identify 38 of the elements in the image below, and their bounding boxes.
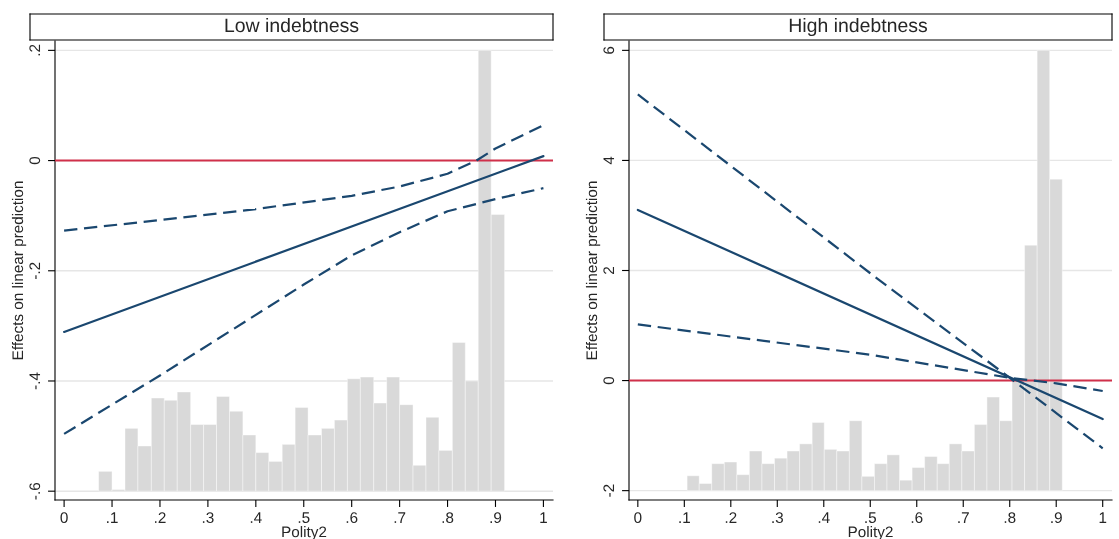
y-tick-label: .2 [29, 44, 41, 56]
x-tick-label: .3 [772, 512, 783, 524]
y-tick-label: 4 [603, 156, 615, 165]
x-tick-label: .8 [1004, 512, 1016, 524]
x-tick-label: 1 [540, 512, 547, 523]
x-tick-label: 0 [60, 512, 68, 524]
x-tick-label: .8 [442, 512, 454, 524]
y-tick-label: 6 [603, 46, 615, 54]
line-series [63, 187, 545, 435]
y-tick-label: 2 [603, 267, 615, 274]
x-tick-label: .7 [958, 512, 969, 523]
x-tick-label: .2 [154, 512, 166, 523]
y-axis-title: Effects on linear prediction [585, 181, 601, 360]
y-tick-label: -.2 [29, 262, 41, 280]
x-tick-label: .1 [107, 512, 118, 523]
x-tick-label: .7 [394, 512, 406, 523]
y-tick-label: -.4 [29, 372, 41, 390]
x-tick-label: .6 [911, 512, 923, 524]
chart-title: High indebtness [789, 17, 928, 37]
x-tick-label: .5 [865, 512, 876, 524]
x-tick-label: .3 [202, 512, 214, 524]
y-tick-label: -2 [603, 484, 615, 497]
x-tick-label: .1 [679, 512, 690, 523]
x-tick-label: .5 [298, 512, 310, 524]
x-tick-label: .4 [818, 512, 830, 523]
x-tick-label: .9 [1051, 512, 1062, 524]
y-axis-title: Effects on linear prediction [11, 181, 27, 360]
x-tick-label: .2 [725, 512, 737, 523]
x-tick-label: .4 [250, 512, 262, 523]
x-tick-label: 0 [634, 512, 642, 524]
y-tick-label: -.6 [29, 482, 41, 500]
x-tick-label: 1 [1099, 512, 1107, 523]
line-series [636, 93, 1104, 450]
y-tick-label: 0 [29, 156, 41, 165]
x-tick-label: .6 [346, 512, 358, 524]
chart-title: Low indebtness [225, 17, 359, 33]
y-tick-label: 0 [603, 376, 615, 385]
x-tick-label: .9 [490, 512, 502, 524]
